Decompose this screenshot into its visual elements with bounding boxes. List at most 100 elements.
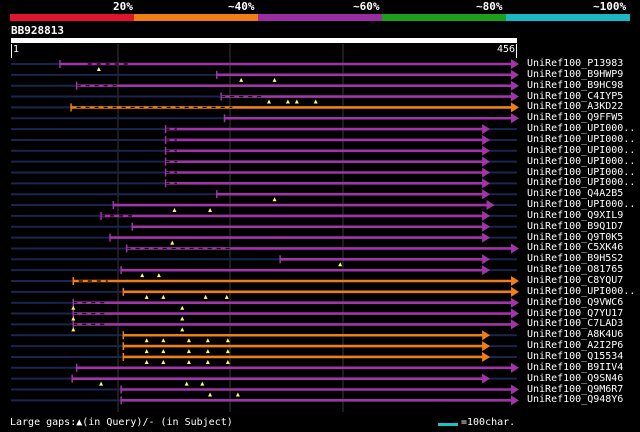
alignment-row[interactable] xyxy=(11,276,519,286)
hit-label[interactable]: UniRef100_B9Q1D7 xyxy=(527,220,624,232)
query-gap-marker-icon xyxy=(161,359,166,364)
color-seg-20 xyxy=(10,14,134,21)
alignment-row[interactable] xyxy=(11,59,519,71)
query-gap-marker-icon xyxy=(224,294,229,299)
alignment-row[interactable] xyxy=(11,221,517,232)
alignment-row[interactable] xyxy=(11,167,517,178)
hit-arrow-icon xyxy=(511,384,519,395)
hit-arrow-icon xyxy=(511,395,519,406)
hit-arrow-icon xyxy=(482,145,491,156)
hit-label[interactable]: UniRef100_UPI000.. xyxy=(527,285,636,297)
hit-label[interactable]: UniRef100_B9HWP9 xyxy=(527,68,624,80)
hit-label[interactable]: UniRef100_UPI000.. xyxy=(527,199,636,211)
hit-arrow-icon xyxy=(482,330,491,341)
hit-label[interactable]: UniRef100_Q9VWC6 xyxy=(527,296,624,308)
alignment-row[interactable] xyxy=(11,330,517,343)
alignment-row[interactable] xyxy=(11,319,519,332)
hit-label[interactable]: UniRef100_A8K4U6 xyxy=(527,329,624,341)
hit-arrow-icon xyxy=(511,243,519,254)
alignment-row[interactable] xyxy=(11,265,517,278)
alignment-row[interactable] xyxy=(11,351,517,364)
alignment-row[interactable] xyxy=(11,189,517,202)
query-id: BB928813 xyxy=(11,24,64,37)
query-gap-marker-icon xyxy=(184,381,189,386)
alignment-row[interactable] xyxy=(11,178,517,189)
alignment-row[interactable] xyxy=(11,124,517,135)
alignment-row[interactable] xyxy=(11,308,519,321)
hit-label[interactable]: UniRef100_Q9SN46 xyxy=(527,372,624,384)
hit-arrow-icon xyxy=(511,102,519,113)
query-gap-marker-icon xyxy=(225,338,230,343)
hit-arrow-icon xyxy=(482,134,491,145)
alignment-row[interactable] xyxy=(11,232,517,245)
hit-label[interactable]: UniRef100_B9IIV4 xyxy=(527,361,624,373)
hit-label[interactable]: UniRef100_UPI000.. xyxy=(527,177,636,189)
hit-label[interactable]: UniRef100_UPI000.. xyxy=(527,166,636,178)
hit-label[interactable]: UniRef100_B9HC98 xyxy=(527,79,624,91)
hit-label[interactable]: UniRef100_Q9FFW5 xyxy=(527,112,624,124)
alignment-row[interactable] xyxy=(11,341,517,354)
hit-label[interactable]: UniRef100_UPI000.. xyxy=(527,155,636,167)
hit-arrow-icon xyxy=(511,91,519,102)
hit-label[interactable]: UniRef100_Q9M6R7 xyxy=(527,383,624,395)
query-gap-marker-icon xyxy=(180,327,185,332)
alignment-row[interactable] xyxy=(11,362,519,373)
hit-label[interactable]: UniRef100_O81765 xyxy=(527,264,624,276)
query-gap-marker-icon xyxy=(267,99,272,104)
alignment-row[interactable] xyxy=(11,297,519,310)
hit-label[interactable]: UniRef100_Q948Y6 xyxy=(527,394,624,406)
alignment-row[interactable] xyxy=(11,69,519,82)
hit-label[interactable]: UniRef100_Q15534 xyxy=(527,350,624,362)
alignment-row[interactable] xyxy=(11,384,519,397)
alignment-row[interactable] xyxy=(11,156,517,167)
scale-label: =100char. xyxy=(461,417,516,428)
alignment-row[interactable] xyxy=(11,210,517,221)
query-gap-marker-icon xyxy=(208,392,213,397)
hit-arrow-icon xyxy=(482,124,491,135)
hit-label[interactable]: UniRef100_A2I2P6 xyxy=(527,340,624,352)
query-gap-marker-icon xyxy=(225,359,230,364)
alignment-row[interactable] xyxy=(11,395,519,406)
alignment-row[interactable] xyxy=(11,254,517,267)
alignment-row[interactable] xyxy=(11,286,519,299)
hit-label[interactable]: UniRef100_UPI000.. xyxy=(527,123,636,135)
hit-label[interactable]: UniRef100_C8YQU7 xyxy=(527,275,624,286)
query-gap-marker-icon xyxy=(156,273,161,278)
alignment-row[interactable] xyxy=(11,373,517,386)
hit-label[interactable]: UniRef100_Q4A2B5 xyxy=(527,188,624,200)
alignment-row[interactable] xyxy=(11,80,519,91)
hit-label[interactable]: UniRef100_UPI000.. xyxy=(527,144,636,156)
hit-label[interactable]: UniRef100_A3KD22 xyxy=(527,101,624,113)
query-gap-marker-icon xyxy=(144,349,149,354)
hit-label[interactable]: UniRef100_UPI000.. xyxy=(527,133,636,145)
hit-arrow-icon xyxy=(511,113,519,124)
hit-arrow-icon xyxy=(482,265,491,276)
hit-label[interactable]: UniRef100_C4IYP5 xyxy=(527,90,624,102)
hit-label[interactable]: UniRef100_C5XK46 xyxy=(527,242,624,254)
alignment-row[interactable] xyxy=(11,102,519,113)
alignment-row[interactable] xyxy=(11,243,519,254)
query-gap-marker-icon xyxy=(161,349,166,354)
hit-label[interactable]: UniRef100_Q9XIL9 xyxy=(527,209,624,221)
query-gap-marker-icon xyxy=(140,273,145,278)
alignment-row[interactable] xyxy=(11,200,517,213)
hit-label[interactable]: UniRef100_B9H5S2 xyxy=(527,253,624,265)
hit-label[interactable]: UniRef100_C7LAD3 xyxy=(527,318,624,330)
hit-arrow-icon xyxy=(482,156,491,167)
alignment-row[interactable] xyxy=(11,145,517,156)
hit-label[interactable]: UniRef100_P13983 xyxy=(527,58,624,69)
pct-label-60: ~60% xyxy=(353,0,380,13)
alignment-row[interactable] xyxy=(11,91,519,104)
hit-arrow-icon xyxy=(486,200,495,211)
query-gap-marker-icon xyxy=(144,294,149,299)
query-gap-marker-icon xyxy=(203,294,208,299)
ruler-end-label: 456 xyxy=(496,44,515,55)
query-ruler: 1 456 xyxy=(11,44,517,58)
query-gap-marker-icon xyxy=(272,197,277,202)
alignment-row[interactable] xyxy=(11,134,517,145)
hit-label[interactable]: UniRef100_Q9T0K5 xyxy=(527,231,624,243)
query-gap-marker-icon xyxy=(144,359,149,364)
hit-label[interactable]: UniRef100_Q7YU17 xyxy=(527,307,624,319)
hit-arrow-icon xyxy=(511,308,519,319)
alignment-row[interactable] xyxy=(11,113,519,124)
